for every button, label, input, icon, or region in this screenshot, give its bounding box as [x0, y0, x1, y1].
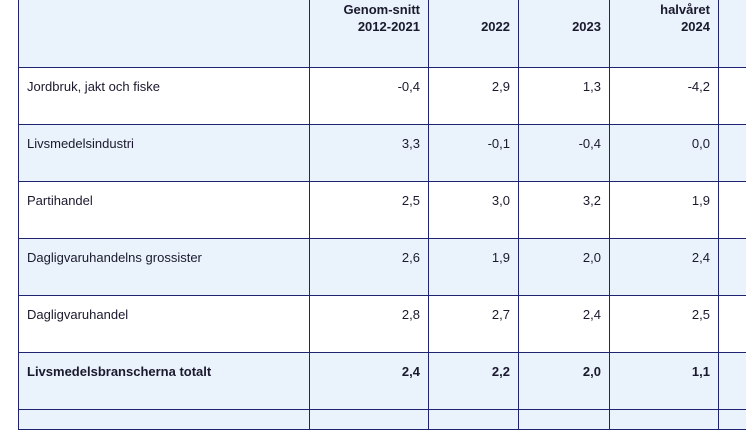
header-cell-2023: 2023: [519, 0, 610, 68]
header-cell-label: [19, 0, 310, 68]
table-row: Jordbruk, jakt och fiske -0,4 2,9 1,3 -4…: [19, 68, 746, 125]
row-label: Dagligvaruhandel: [19, 296, 310, 353]
cell-value: 2,4: [519, 296, 610, 353]
header-h1-2024-line2: 2024: [618, 18, 710, 35]
cell-value: -0,4: [519, 125, 610, 182]
cell-value: -0,1: [429, 125, 519, 182]
header-cell-2022: 2022: [429, 0, 519, 68]
cell-value: 2,5: [310, 182, 429, 239]
cell-value: 2,8: [310, 296, 429, 353]
row-label: Partihandel: [19, 182, 310, 239]
header-cell-edge: [719, 0, 746, 68]
header-row: Genom-snitt 2012-2021 2022 2023 Första h…: [19, 0, 746, 68]
cell-edge: [719, 353, 746, 410]
cell-value: 2,6: [310, 239, 429, 296]
table-row: Partihandel 2,5 3,0 3,2 1,9: [19, 182, 746, 239]
cell-value: 2,4: [610, 239, 719, 296]
trailing-row: [19, 410, 746, 430]
header-average-line2: 2012-2021: [318, 18, 420, 35]
header-average-line1: Genom-snitt: [318, 1, 420, 18]
cell-value: 2,0: [519, 239, 610, 296]
cell-value: 1,9: [429, 239, 519, 296]
trailing-cell: [19, 410, 310, 430]
productivity-table: Genom-snitt 2012-2021 2022 2023 Första h…: [18, 0, 746, 430]
row-label: Dagligvaruhandelns grossister: [19, 239, 310, 296]
table-row: Dagligvaruhandelns grossister 2,6 1,9 2,…: [19, 239, 746, 296]
header-cell-h1-2024: Första halvåret 2024: [610, 0, 719, 68]
total-value: 2,0: [519, 353, 610, 410]
cell-value: -4,2: [610, 68, 719, 125]
cell-value: 3,3: [310, 125, 429, 182]
cell-value: 3,0: [429, 182, 519, 239]
total-value: 1,1: [610, 353, 719, 410]
total-row: Livsmedelsbranscherna totalt 2,4 2,2 2,0…: [19, 353, 746, 410]
header-2023: 2023: [527, 18, 601, 35]
cell-value: 3,2: [519, 182, 610, 239]
header-h1-2024-line1: Första halvåret: [618, 0, 710, 18]
trailing-cell: [610, 410, 719, 430]
total-row-label: Livsmedelsbranscherna totalt: [19, 353, 310, 410]
total-value: 2,2: [429, 353, 519, 410]
cell-value: -0,4: [310, 68, 429, 125]
total-value: 2,4: [310, 353, 429, 410]
row-label: Livsmedelsindustri: [19, 125, 310, 182]
header-cell-average: Genom-snitt 2012-2021: [310, 0, 429, 68]
cell-edge: [719, 125, 746, 182]
cell-value: 2,9: [429, 68, 519, 125]
trailing-cell: [310, 410, 429, 430]
trailing-cell: [519, 410, 610, 430]
trailing-cell: [429, 410, 519, 430]
table-row: Livsmedelsindustri 3,3 -0,1 -0,4 0,0: [19, 125, 746, 182]
cell-value: 0,0: [610, 125, 719, 182]
cell-edge: [719, 182, 746, 239]
cell-edge: [719, 68, 746, 125]
cell-value: 2,5: [610, 296, 719, 353]
cell-value: 2,7: [429, 296, 519, 353]
cell-value: 1,9: [610, 182, 719, 239]
trailing-cell: [719, 410, 746, 430]
row-label: Jordbruk, jakt och fiske: [19, 68, 310, 125]
cell-value: 1,3: [519, 68, 610, 125]
table-row: Dagligvaruhandel 2,8 2,7 2,4 2,5: [19, 296, 746, 353]
cell-edge: [719, 296, 746, 353]
data-table-container: Genom-snitt 2012-2021 2022 2023 Första h…: [18, 0, 746, 430]
cell-edge: [719, 239, 746, 296]
header-2022: 2022: [437, 18, 510, 35]
